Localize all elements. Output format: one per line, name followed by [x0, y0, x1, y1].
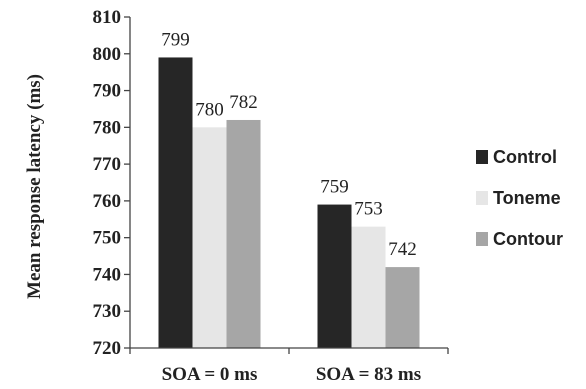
- legend-swatch-control: [476, 150, 488, 164]
- y-tick-label: 730: [93, 301, 122, 322]
- x-axis-ticks: [129, 348, 449, 354]
- y-tick-label: 790: [93, 81, 122, 102]
- y-tick-label: 800: [93, 44, 122, 65]
- y-tick-label: 740: [93, 264, 122, 285]
- data-label: 799: [161, 29, 190, 50]
- y-axis-ticks: 720 730 740 750 760 770 780 790 800 810: [93, 7, 130, 359]
- y-tick-label: 720: [93, 338, 122, 359]
- bar-toneme-1: [192, 127, 227, 348]
- y-tick-label: 770: [93, 154, 122, 175]
- bar-control-1: [158, 57, 193, 348]
- bar-control-2: [317, 204, 352, 348]
- category-labels: SOA = 0 ms SOA = 83 ms: [162, 364, 422, 385]
- y-tick-label: 810: [93, 7, 122, 28]
- category-label: SOA = 83 ms: [316, 364, 421, 385]
- legend: Control Toneme Contour: [476, 147, 563, 249]
- bar-toneme-2: [351, 226, 386, 348]
- data-label: 782: [229, 92, 258, 113]
- y-tick-label: 750: [93, 228, 122, 249]
- data-label: 742: [388, 239, 417, 260]
- legend-label-toneme: Toneme: [493, 188, 561, 208]
- data-label: 753: [354, 199, 383, 220]
- data-label: 780: [195, 99, 224, 120]
- bar-contour-1: [226, 119, 261, 348]
- y-tick-label: 780: [93, 117, 122, 138]
- data-label: 759: [320, 177, 349, 198]
- y-tick-label: 760: [93, 191, 122, 212]
- y-axis-title: Mean response latency (ms): [24, 74, 45, 299]
- legend-swatch-contour: [476, 232, 488, 246]
- legend-label-contour: Contour: [493, 229, 563, 249]
- bars: [158, 57, 420, 348]
- category-label: SOA = 0 ms: [162, 364, 258, 385]
- legend-swatch-toneme: [476, 191, 488, 205]
- legend-label-control: Control: [493, 147, 557, 167]
- bar-contour-2: [385, 267, 420, 348]
